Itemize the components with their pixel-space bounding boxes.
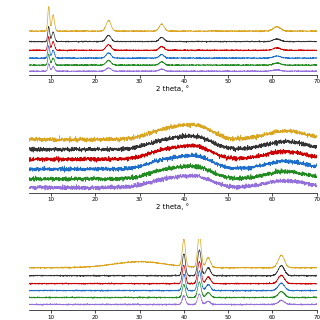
X-axis label: 2 theta, °: 2 theta, ° (156, 203, 189, 210)
X-axis label: 2 theta, °: 2 theta, ° (156, 85, 189, 92)
